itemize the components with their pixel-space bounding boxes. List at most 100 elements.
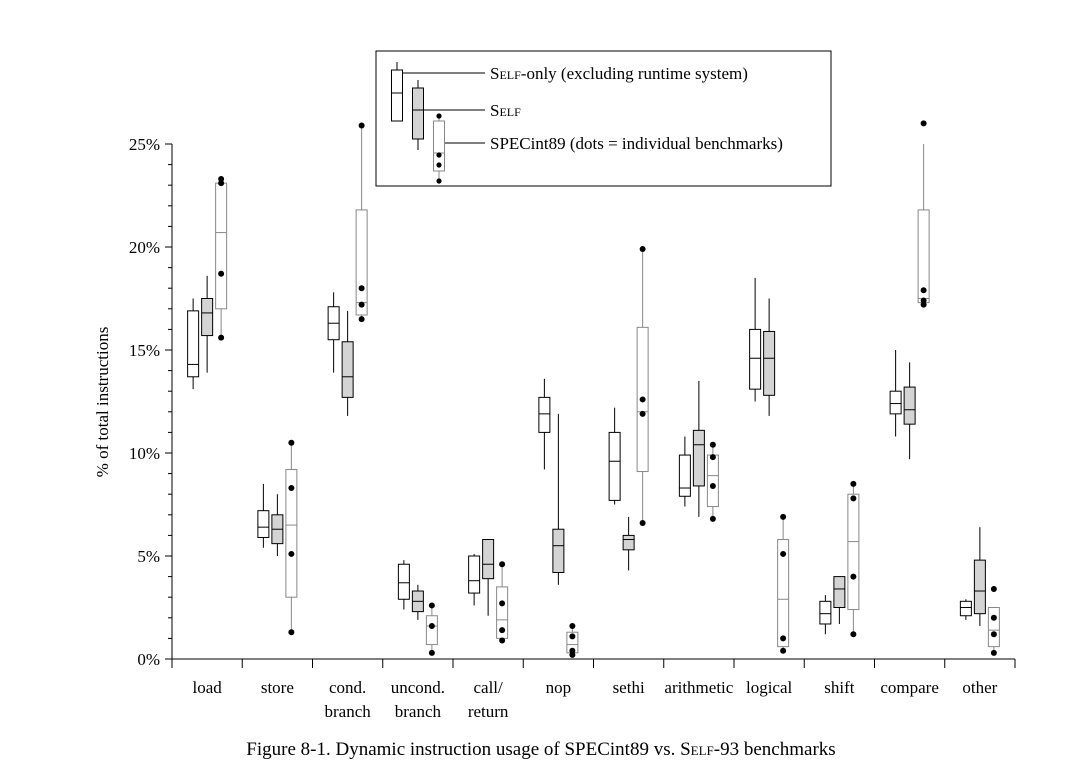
legend-entry: Self-only (excluding runtime system)	[391, 62, 748, 122]
legend-entry: SPECint89 (dots = individual benchmarks)	[433, 113, 783, 184]
box-iqr	[777, 539, 790, 648]
benchmark-dot	[850, 495, 857, 502]
benchmark-dot	[569, 623, 576, 630]
box-iqr	[257, 510, 270, 538]
box-store	[257, 483, 270, 548]
box-sethi	[622, 516, 635, 571]
box-iqr	[341, 341, 354, 398]
box-load	[201, 275, 214, 373]
box-iqr	[692, 429, 705, 487]
benchmark-dot	[288, 439, 295, 446]
benchmark-dot	[428, 623, 435, 630]
box-nop	[538, 378, 551, 470]
benchmark-dot	[428, 602, 435, 609]
benchmark-dot	[639, 410, 646, 417]
box-iqr	[608, 431, 621, 501]
x-tick-label: compare	[880, 678, 939, 697]
legend-box	[391, 69, 403, 122]
benchmark-dot	[709, 515, 716, 522]
box-iqr	[959, 600, 972, 617]
box-shift	[833, 576, 846, 624]
benchmark-dot	[780, 647, 787, 654]
box-sethi	[636, 246, 649, 527]
x-tick-label: store	[261, 678, 294, 697]
x-axis-labels: load store cond. branch uncond. branch call/re…	[192, 678, 997, 721]
box-plot-chart: 0% 5% 10% 15% 20% 25% load store cond. branch unc…	[93, 50, 1016, 721]
box-logical	[777, 513, 790, 654]
x-tick-label: call/	[473, 678, 503, 697]
box-iqr	[355, 209, 368, 316]
benchmark-dot	[850, 631, 857, 638]
benchmark-dot	[990, 649, 997, 656]
box-iqr	[889, 390, 902, 415]
benchmark-dot	[218, 180, 225, 187]
box-load	[187, 298, 200, 390]
box-iqr	[987, 607, 1000, 648]
legend-dot	[436, 113, 442, 119]
box-iqr	[903, 386, 916, 425]
box-store	[271, 494, 284, 556]
series-gray-box	[201, 275, 986, 627]
caption-smallcaps: Self	[680, 739, 714, 760]
x-tick-label: shift	[824, 678, 855, 697]
benchmark-dot	[288, 485, 295, 492]
box-other	[973, 527, 986, 627]
benchmark-dot	[499, 561, 506, 568]
benchmark-dot	[639, 396, 646, 403]
x-tick-label: nop	[546, 678, 572, 697]
box-uncond-branch	[411, 584, 424, 620]
legend: Self-only (excluding runtime system) Self…	[375, 50, 832, 187]
benchmark-dot	[569, 651, 576, 658]
benchmark-dot	[499, 600, 506, 607]
box-other	[959, 599, 972, 620]
benchmark-dot	[358, 285, 365, 292]
y-tick-label: 5%	[137, 547, 160, 566]
benchmark-dot	[358, 301, 365, 308]
benchmark-dot	[920, 297, 927, 304]
legend-dot	[436, 152, 442, 158]
series-spec-box	[215, 120, 1000, 658]
box-shift	[819, 595, 832, 635]
benchmark-dot	[920, 120, 927, 127]
box-iqr	[678, 454, 691, 497]
box-iqr	[425, 615, 438, 646]
caption-prefix: Figure 8-1. Dynamic instruction usage of…	[246, 739, 681, 760]
benchmark-dot	[780, 635, 787, 642]
benchmark-dot	[569, 633, 576, 640]
benchmark-dot	[358, 122, 365, 129]
x-tick-label: cond.	[329, 678, 366, 697]
y-tick-label: 20%	[129, 238, 160, 257]
benchmark-dot	[428, 649, 435, 656]
legend-box	[412, 87, 424, 140]
legend-dot	[436, 162, 442, 168]
box-logical	[763, 298, 776, 416]
benchmark-dot	[569, 647, 576, 654]
box-compare	[889, 350, 902, 437]
box-iqr	[833, 576, 846, 608]
x-tick-label: logical	[746, 678, 793, 697]
box-cond-branch	[341, 310, 354, 416]
box-store	[285, 439, 298, 636]
x-tick-label: return	[468, 702, 509, 721]
box-compare	[903, 362, 916, 460]
y-tick-label: 0%	[137, 650, 160, 669]
benchmark-dot	[780, 550, 787, 557]
benchmark-dot	[709, 441, 716, 448]
benchmark-dot	[920, 287, 927, 294]
box-iqr	[468, 555, 481, 594]
box-sethi	[608, 407, 621, 505]
benchmark-dot	[218, 270, 225, 277]
benchmark-dot	[499, 627, 506, 634]
box-iqr	[215, 182, 228, 310]
x-tick-label: branch	[324, 702, 371, 721]
box-load	[215, 176, 228, 341]
box-iqr	[285, 468, 298, 598]
box-iqr	[482, 539, 495, 580]
benchmark-dot	[288, 550, 295, 557]
box-iqr	[749, 328, 762, 390]
x-tick-label: other	[962, 678, 997, 697]
benchmark-dot	[780, 513, 787, 520]
caption-suffix: -93 benchmarks	[713, 739, 836, 760]
box-call-return	[468, 553, 481, 606]
box-arithmetic	[692, 380, 705, 517]
